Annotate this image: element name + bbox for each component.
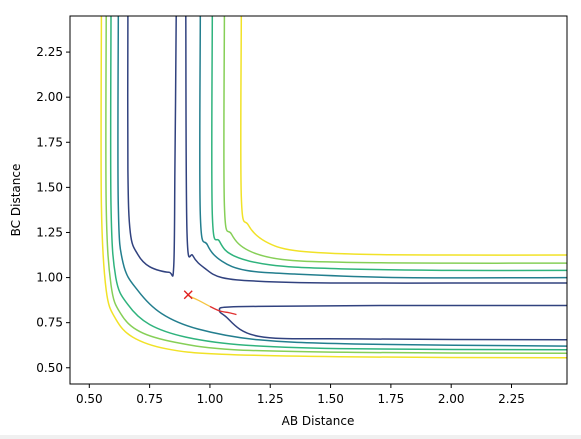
y-axis-label: BC Distance xyxy=(9,164,23,237)
y-tick-label-7: 2.25 xyxy=(36,45,63,59)
y-tick-label-2: 1.00 xyxy=(36,271,63,285)
start-marker xyxy=(183,290,193,300)
contour-line-2 xyxy=(185,16,567,284)
contour-line-9 xyxy=(223,16,567,264)
x-tick-label-3: 1.25 xyxy=(257,392,284,406)
x-tick-label-1: 0.75 xyxy=(136,392,163,406)
y-tick-label-4: 1.50 xyxy=(36,180,63,194)
x-tick-label-0: 0.50 xyxy=(76,392,103,406)
x-tick-label-6: 2.00 xyxy=(438,392,465,406)
plot-area-frame xyxy=(69,15,568,385)
bottom-strip xyxy=(0,435,581,439)
contour-line-5 xyxy=(199,16,567,279)
y-axis-ticks: 0.50 0.75 1.00 1.25 1.50 1.75 2.00 2.25 xyxy=(36,45,70,375)
trajectory-group xyxy=(183,290,237,316)
contour-line-1 xyxy=(126,16,177,277)
x-tick-label-7: 2.25 xyxy=(498,392,525,406)
y-tick-label-0: 0.50 xyxy=(36,361,63,375)
contour-line-6 xyxy=(109,16,567,351)
contour-line-4 xyxy=(117,16,567,347)
x-tick-label-2: 1.00 xyxy=(197,392,224,406)
x-tick-label-4: 1.50 xyxy=(317,392,344,406)
contour-lines-group xyxy=(100,16,567,359)
contour-line-7 xyxy=(211,16,567,272)
x-axis-ticks: 0.50 0.75 1.00 1.25 1.50 1.75 2.00 2.25 xyxy=(76,384,525,406)
trajectory-line xyxy=(209,305,237,316)
y-tick-label-3: 1.25 xyxy=(36,225,63,239)
contour-line-3 xyxy=(218,304,567,341)
contour-line-10 xyxy=(100,16,567,359)
contour-line-11 xyxy=(240,16,567,256)
x-tick-label-5: 1.75 xyxy=(378,392,405,406)
y-tick-label-5: 1.75 xyxy=(36,135,63,149)
contour-line-8 xyxy=(105,16,567,355)
y-tick-label-1: 0.75 xyxy=(36,316,63,330)
y-tick-label-6: 2.00 xyxy=(36,90,63,104)
x-axis-label: AB Distance xyxy=(282,414,355,428)
